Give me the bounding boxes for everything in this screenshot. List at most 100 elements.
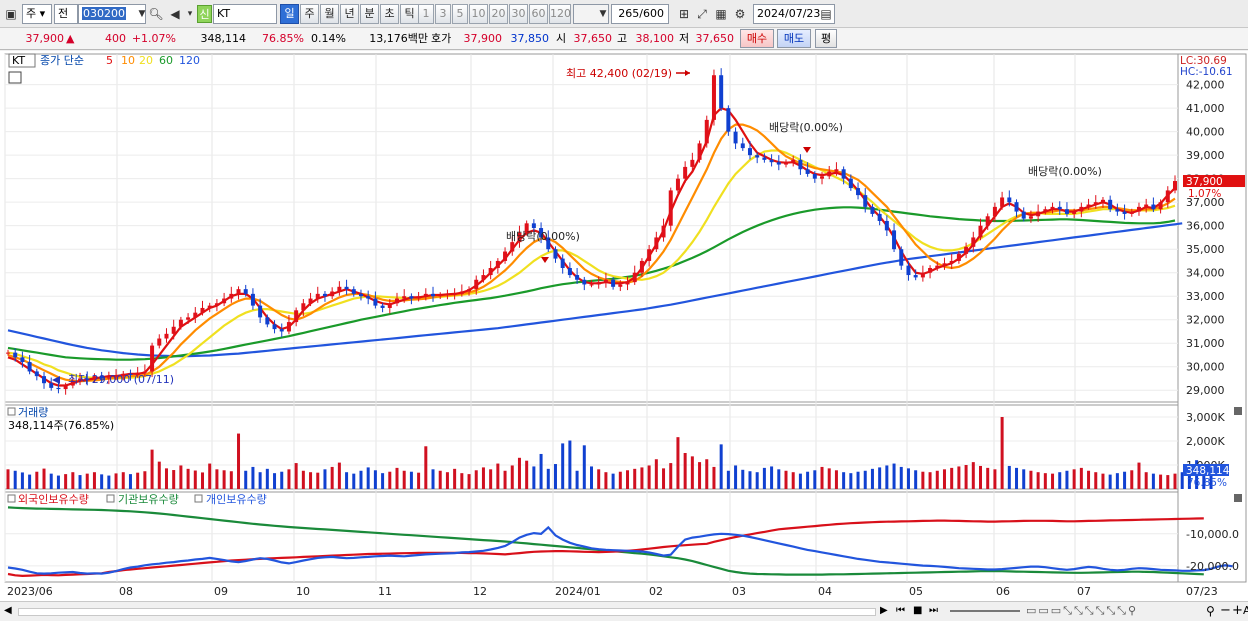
legend-individual: 개인보유수량 — [206, 493, 267, 506]
interval-button-2[interactable]: 월 — [320, 4, 339, 24]
low-arrowhead — [52, 376, 60, 384]
x-tick-label: 09 — [214, 585, 228, 598]
buy-button[interactable]: 매수 — [740, 29, 774, 48]
multiplier-button-20[interactable]: 20 — [489, 4, 508, 24]
legend-ma10: 10 — [121, 54, 135, 67]
scroll-left-icon[interactable]: ◀ — [4, 605, 12, 616]
period-select[interactable]: 주 ▾ — [22, 4, 52, 24]
stop-icon[interactable]: ■ — [913, 605, 923, 616]
candle-body — [99, 376, 104, 379]
evaluation-button[interactable]: 평 — [815, 29, 837, 48]
multiplier-button-60[interactable]: 60 — [529, 4, 548, 24]
volume-bar — [381, 473, 385, 489]
volume-bar — [352, 473, 356, 489]
ownership-tick-label: -20,000.0 — [1186, 560, 1239, 573]
sell-button[interactable]: 매도 — [777, 29, 811, 48]
zoom-slider[interactable] — [950, 610, 1020, 612]
candle-body — [503, 251, 508, 261]
volume-bar — [453, 468, 457, 489]
ownership-panel — [4, 491, 1179, 583]
blank-select[interactable] — [573, 4, 609, 24]
volume-bar — [20, 472, 24, 489]
stock-chart[interactable]: 2023/06 08 09 10 11 12 2024/01 02 03 04 05 06 07 07/2… — [0, 51, 1248, 602]
font-size-icon[interactable]: A — [1243, 604, 1248, 617]
multiplier-button-120[interactable]: 120 — [549, 4, 571, 24]
blank-select-dropdown-icon[interactable]: ▼ — [599, 9, 607, 19]
volume-ratio: 76.85% — [262, 32, 304, 45]
candle-body — [553, 249, 558, 259]
candle-body — [1072, 211, 1077, 214]
candle-body — [366, 296, 371, 299]
open-price: 37,650 — [573, 32, 613, 45]
speaker-dropdown-icon[interactable]: ▾ — [187, 9, 193, 19]
interval-button-6[interactable]: 틱 — [400, 4, 419, 24]
settings-gear-icon[interactable]: ⚙ — [734, 7, 746, 21]
quote-bar: 37,900 ▲ 400 +1.07% 348,114 76.85% 0.14%… — [0, 28, 1248, 50]
interval-button-5[interactable]: 초 — [380, 4, 399, 24]
code-dropdown-icon[interactable]: ▼ — [138, 9, 146, 19]
bar-count-field[interactable]: 265/600 — [611, 4, 669, 24]
volume-bars — [6, 417, 1213, 489]
horizontal-scrollbar[interactable] — [18, 608, 876, 616]
calendar-icon[interactable]: ▤ — [820, 7, 832, 21]
save-icon[interactable]: ▦ — [715, 7, 727, 21]
multiplier-button-5[interactable]: 5 — [452, 4, 468, 24]
interval-button-1[interactable]: 주 — [300, 4, 319, 24]
search-icon[interactable]: 🔍︎ — [148, 7, 164, 21]
volume-bar — [388, 471, 392, 489]
volume-bar — [244, 470, 248, 489]
interval-button-4[interactable]: 분 — [360, 4, 379, 24]
legend-close-label: 종가 단순 — [40, 54, 84, 67]
candle-body — [178, 319, 183, 327]
zoom-search-icon[interactable]: ⚲ — [1206, 604, 1215, 618]
candle-body — [214, 303, 219, 306]
multiplier-button-30[interactable]: 30 — [509, 4, 528, 24]
ownership-box — [194, 494, 203, 503]
multiplier-button-1[interactable]: 1 — [418, 4, 434, 24]
candle-body — [1050, 206, 1055, 210]
candle-body — [409, 296, 414, 299]
candle-body — [416, 296, 421, 299]
volume-bar — [258, 472, 262, 489]
drawing-tool-icon[interactable]: ⤢ — [697, 7, 707, 21]
play-right-icon[interactable]: ▶ — [880, 605, 888, 616]
volume-bar — [164, 468, 168, 489]
candle-body — [1064, 209, 1069, 214]
market-select[interactable]: 전 — [54, 4, 78, 24]
stock-code-input[interactable]: 030200 — [78, 4, 146, 24]
multiplier-button-10[interactable]: 10 — [469, 4, 488, 24]
dividend-annotation: 배당락(0.00%) — [1028, 165, 1102, 178]
volume-bar — [834, 470, 838, 489]
window-menu-icon[interactable]: ▣ — [5, 7, 17, 21]
fast-forward-icon[interactable]: ⏭ — [929, 605, 938, 616]
volume-bar — [409, 471, 413, 489]
rewind-icon[interactable]: ⏮ — [896, 605, 905, 616]
interval-button-3[interactable]: 년 — [340, 4, 359, 24]
zoom-out-icon[interactable]: − — [1220, 603, 1231, 618]
volume-bar — [935, 470, 939, 489]
stock-code-value: 030200 — [82, 7, 126, 20]
candle-body — [755, 155, 760, 158]
x-tick-label: 2024/01 — [555, 585, 601, 598]
date-field[interactable]: 2024/07/23 — [753, 4, 835, 24]
volume-bar — [618, 471, 622, 489]
volume-bar — [842, 472, 846, 489]
candle-body — [596, 282, 601, 285]
drawing-tools-icon[interactable]: ▭▭▭⤡⤡⤡⤡⤡⤡⚲ — [1026, 604, 1139, 617]
multiplier-button-3[interactable]: 3 — [435, 4, 451, 24]
zoom-in-icon[interactable]: + — [1232, 603, 1243, 618]
indicator-add-icon[interactable]: ⊞ — [678, 7, 690, 21]
volume-bar — [1166, 475, 1170, 489]
candle-body — [279, 329, 284, 332]
candle-body — [913, 275, 918, 278]
candle-body — [654, 237, 659, 250]
stock-name-field[interactable]: KT — [213, 4, 277, 24]
chart-title: KT — [12, 54, 25, 67]
volume-bar — [928, 472, 932, 489]
volume-bar — [229, 471, 233, 489]
volume-last-text: 348,114 — [1186, 465, 1230, 477]
speaker-icon[interactable]: ◀ — [170, 7, 180, 21]
interval-button-0[interactable]: 일 — [280, 4, 299, 24]
legend-ma120: 120 — [179, 54, 200, 67]
candle-body — [85, 378, 90, 380]
